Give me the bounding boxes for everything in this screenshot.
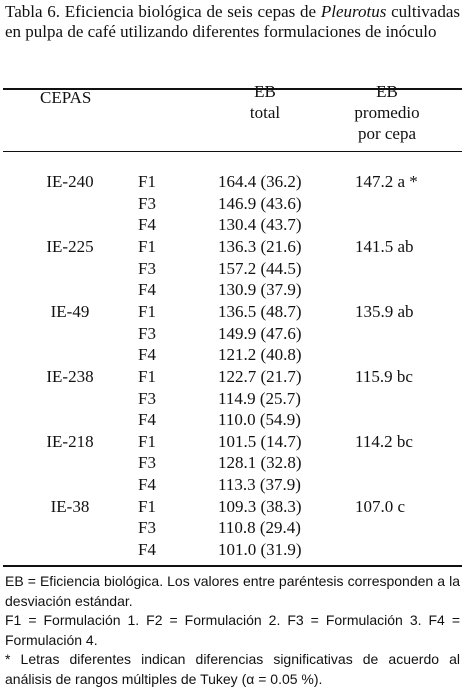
cepa: IE-240 (46, 172, 94, 191)
eb-promedio: 115.9 bc (355, 366, 413, 386)
eb-total: 109.3 (38.3) (218, 496, 302, 516)
formulation: F4 (138, 410, 156, 430)
formulation: F1 (138, 301, 156, 321)
eb-total: 130.4 (43.7) (218, 215, 302, 235)
footnotes: EB = Eficiencia biológica. Los valores e… (5, 572, 460, 689)
caption-italic: Pleurotus (320, 2, 387, 21)
eb-total: 146.9 (43.6) (218, 193, 302, 213)
eb-total: 101.0 (31.9) (218, 540, 302, 560)
footnote: F1 = Formulación 1. F2 = Formulación 2. … (5, 612, 460, 648)
eb-total: 121.2 (40.8) (218, 345, 302, 365)
footnote: EB = Eficiencia biológica. Los valores e… (5, 573, 460, 609)
bottom-rule (3, 565, 462, 567)
cepa: IE-49 (50, 301, 90, 321)
eb-promedio: 114.2 bc (355, 431, 413, 451)
formulation: F3 (138, 323, 156, 343)
formulation: F4 (138, 475, 156, 495)
eb-total: 157.2 (44.5) (218, 258, 302, 278)
header-eb-promedio: por cepa (357, 124, 417, 143)
formulation: F4 (138, 280, 156, 300)
header-eb-promedio: EB (376, 82, 398, 101)
eb-total: 164.4 (36.2) (218, 172, 302, 191)
eb-promedio: 107.0 c (355, 496, 406, 516)
eb-total: 128.1 (32.8) (218, 453, 302, 473)
formulation: F1 (138, 496, 156, 516)
eb-promedio: 141.5 ab (355, 236, 414, 256)
eb-total: 114.9 (25.7) (218, 388, 301, 408)
cepa: IE-218 (46, 431, 94, 451)
caption-text: cultivadas en pulpa de café utilizando d… (5, 2, 461, 41)
eb-total: 113.3 (37.9) (218, 475, 301, 495)
formulation: F4 (138, 345, 156, 365)
formulation: F1 (138, 431, 156, 451)
formulation: F1 (138, 172, 156, 191)
eb-total: 101.5 (14.7) (218, 431, 302, 451)
cepa: IE-38 (50, 496, 90, 516)
cepa: IE-238 (46, 366, 94, 386)
formulation: F1 (138, 366, 156, 386)
header-eb-total: total (249, 103, 281, 122)
header-cepas: CEPAS (40, 88, 92, 107)
eb-promedio: 135.9 ab (355, 301, 414, 321)
eb-total: 122.7 (21.7) (218, 366, 302, 386)
formulation: F3 (138, 193, 156, 213)
header-rule (3, 151, 462, 152)
eb-total: 136.5 (48.7) (218, 301, 302, 321)
header-eb-promedio: promedio (354, 103, 420, 122)
caption: Tabla 6. Eficiencia biológica de seis ce… (5, 2, 460, 42)
top-rule (3, 88, 462, 90)
cepa: IE-225 (46, 236, 94, 256)
formulation: F4 (138, 215, 156, 235)
header-eb-total: EB (254, 82, 276, 101)
eb-total: 110.8 (29.4) (218, 518, 301, 538)
formulation: F3 (138, 518, 156, 538)
eb-total: 130.9 (37.9) (218, 280, 302, 300)
formulation: F1 (138, 236, 156, 256)
caption-text: Tabla 6. Eficiencia biológica de seis ce… (5, 2, 317, 21)
eb-total: 149.9 (47.6) (218, 323, 302, 343)
eb-total: 110.0 (54.9) (218, 410, 301, 430)
eb-total: 136.3 (21.6) (218, 236, 302, 256)
formulation: F3 (138, 258, 156, 278)
formulation: F3 (138, 453, 156, 473)
footnote: * Letras diferentes indican diferencias … (5, 651, 460, 687)
formulation: F3 (138, 388, 156, 408)
formulation: F4 (138, 540, 156, 560)
eb-promedio: 147.2 a * (355, 172, 418, 191)
